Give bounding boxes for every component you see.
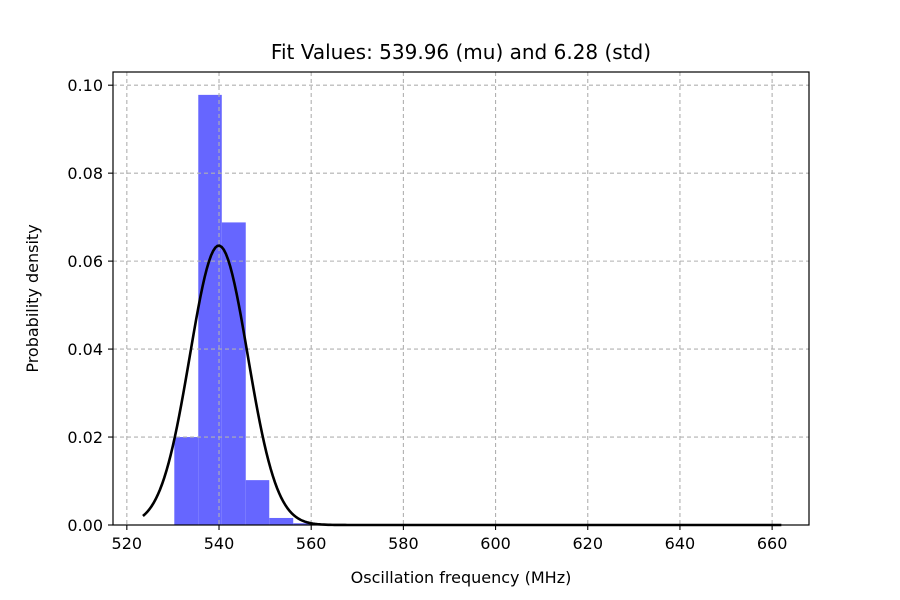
y-tick-label-0: 0.00 xyxy=(67,516,103,535)
histogram-bar-3 xyxy=(245,480,270,525)
plot-frame xyxy=(112,71,810,526)
histogram-bar-4 xyxy=(269,517,294,525)
x-tick-label-1: 540 xyxy=(204,534,235,553)
y-tick-label-4: 0.08 xyxy=(67,164,103,183)
histogram-bar-2 xyxy=(221,222,246,526)
y-tick-label-1: 0.02 xyxy=(67,428,103,447)
histogram-bars xyxy=(174,94,317,526)
x-tick-label-3: 580 xyxy=(388,534,419,553)
y-tick-label-3: 0.06 xyxy=(67,252,103,271)
y-axis-label: Probability density xyxy=(23,224,42,372)
x-axis-label: Oscillation frequency (MHz) xyxy=(351,568,572,587)
x-tick-label-2: 560 xyxy=(296,534,327,553)
chart-title: Fit Values: 539.96 (mu) and 6.28 (std) xyxy=(271,40,651,64)
axis-ticks: 520 540 560 580 600 620 640 660 0.00 0.02 0.04 0.06… xyxy=(67,76,787,553)
y-tick-label-2: 0.04 xyxy=(67,340,103,359)
y-tick-label-5: 0.10 xyxy=(67,76,103,95)
histogram-bar-0 xyxy=(174,437,199,525)
x-tick-label-7: 660 xyxy=(757,534,788,553)
x-tick-label-0: 520 xyxy=(112,534,143,553)
x-tick-label-6: 640 xyxy=(665,534,696,553)
histogram-bar-1 xyxy=(198,94,222,525)
x-tick-label-4: 600 xyxy=(480,534,511,553)
x-tick-label-5: 620 xyxy=(572,534,603,553)
histogram-bar-5 xyxy=(293,523,317,525)
